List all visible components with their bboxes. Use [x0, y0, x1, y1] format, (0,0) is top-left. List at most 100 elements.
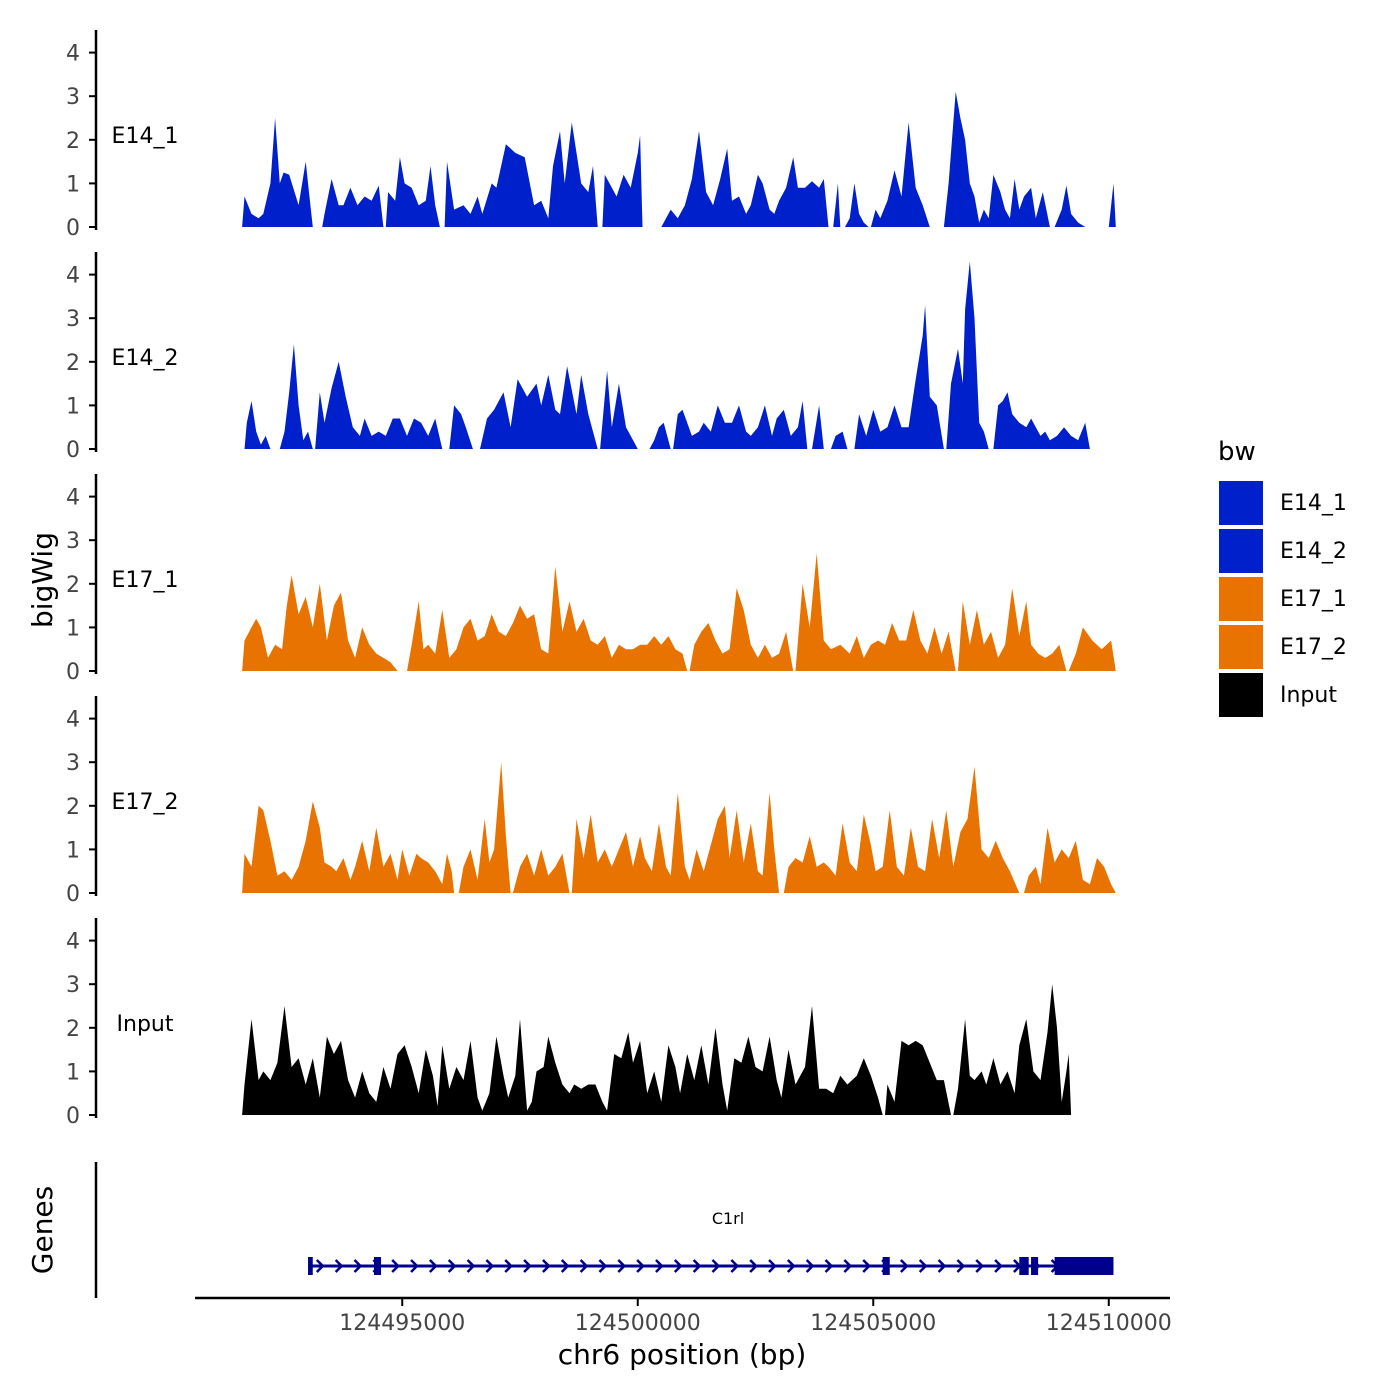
area-E17_1 [407, 566, 688, 671]
strand-arrow [542, 1259, 551, 1273]
area-E14_1 [1054, 185, 1086, 227]
track-Input: 0 1 2 3 4 Input [66, 918, 1072, 1129]
y-tick-label: 0 [66, 216, 80, 241]
area-Input [953, 984, 1072, 1115]
area-E14_1 [870, 122, 930, 227]
strand-arrow [862, 1259, 871, 1273]
y-tick-label: 2 [66, 795, 80, 820]
y-tick-label: 0 [66, 660, 80, 685]
strand-arrow [447, 1259, 457, 1273]
x-axis: 124495000 124500000 124505000 124510000 chr… [195, 1296, 1172, 1371]
legend-label: E14_2 [1280, 539, 1347, 564]
gene-exon [882, 1257, 890, 1275]
area-E17_2 [571, 792, 780, 893]
gene-exon [1054, 1257, 1114, 1275]
y-tick-label: 3 [66, 973, 80, 998]
strand-arrow [843, 1259, 853, 1273]
area-Input [242, 1006, 883, 1115]
strand-arrow [824, 1259, 834, 1273]
x-tick-label: 124505000 [810, 1311, 936, 1336]
area-E14_2 [600, 370, 638, 449]
track-label: E17_1 [112, 568, 179, 593]
strand-arrow [466, 1259, 476, 1273]
genes-label: Genes [26, 1186, 59, 1274]
legend-label: E14_1 [1280, 491, 1347, 516]
y-tick-label: 3 [66, 85, 80, 110]
area-E14_1 [943, 91, 1050, 227]
y-tick-label: 3 [66, 529, 80, 554]
area-E14_2 [854, 305, 944, 449]
y-tick-label: 4 [66, 930, 80, 955]
legend-label: Input [1280, 683, 1337, 708]
area-E17_1 [689, 588, 794, 671]
track-label: Input [117, 1012, 174, 1037]
area-E14_1 [1108, 183, 1116, 227]
y-tick-label: 0 [66, 1104, 80, 1129]
area-E17_2 [242, 801, 455, 893]
y-tick-label: 1 [66, 838, 80, 863]
y-tick-label: 3 [66, 307, 80, 332]
gene-exon [308, 1257, 313, 1275]
strand-arrow [636, 1259, 645, 1273]
area-E14_2 [812, 405, 824, 449]
gene-name-label: C1rl [712, 1209, 744, 1228]
y-tick-label: 1 [66, 1060, 80, 1085]
y-tick-label: 4 [66, 486, 80, 511]
y-tick-label: 4 [66, 264, 80, 289]
area-E14_2 [279, 344, 313, 449]
strand-arrow [994, 1259, 1003, 1273]
area-E14_1 [444, 122, 598, 227]
y-axis-label: bigWig [26, 532, 59, 628]
strand-arrow [579, 1259, 589, 1273]
area-Input [885, 1040, 951, 1115]
y-tick-label: 0 [66, 882, 80, 907]
strand-arrow [937, 1259, 947, 1273]
x-axis-label: chr6 position (bp) [558, 1338, 807, 1371]
area-E14_2 [993, 392, 1090, 449]
area-E14_1 [385, 157, 440, 227]
legend-swatch-E17_2 [1217, 623, 1265, 671]
y-tick-label: 1 [66, 172, 80, 197]
track-E14_2: 0 1 2 3 4 E14_2 [66, 252, 1090, 463]
y-tick-label: 2 [66, 351, 80, 376]
strand-arrow [560, 1259, 570, 1273]
strand-arrow [617, 1259, 627, 1273]
strand-arrow [786, 1259, 796, 1273]
track-E17_1: 0 1 2 3 4 E17_1 [66, 474, 1116, 685]
y-tick-label: 4 [66, 708, 80, 733]
strand-arrow [655, 1259, 664, 1273]
area-E17_2 [1024, 827, 1116, 893]
legend-entries: E14_1 E14_2 E17_1 E17_2 Input [1217, 479, 1347, 719]
track-label: E17_2 [112, 790, 179, 815]
area-E17_1 [242, 575, 398, 671]
track-label: E14_2 [112, 346, 179, 371]
legend-label: E17_1 [1280, 587, 1347, 612]
strand-arrow [391, 1259, 400, 1273]
strand-arrow [315, 1259, 325, 1273]
area-E14_2 [315, 361, 443, 449]
area-E17_2 [512, 849, 570, 893]
gene-model [308, 1257, 1114, 1275]
area-E14_2 [673, 401, 808, 449]
legend-swatch-Input [1217, 671, 1265, 719]
y-tick-label: 2 [66, 129, 80, 154]
area-E14_1 [322, 179, 384, 227]
strand-arrow [899, 1259, 909, 1273]
track-E17_2: 0 1 2 3 4 E17_2 [66, 696, 1116, 907]
strand-arrow [805, 1259, 815, 1273]
strand-arrow [956, 1259, 966, 1273]
y-tick-label: 0 [66, 438, 80, 463]
area-E14_1 [602, 135, 643, 227]
legend-swatch-E14_2 [1217, 527, 1265, 575]
area-E14_2 [449, 405, 473, 449]
legend: bw E14_1 E14_2 E17_1 E17_2 Input [1217, 437, 1347, 719]
area-E17_1 [795, 553, 956, 671]
area-E17_1 [1068, 627, 1116, 671]
area-E14_2 [244, 401, 271, 449]
y-tick-label: 3 [66, 751, 80, 776]
track-label: E14_1 [112, 124, 179, 149]
genes-panel: Genes C1rl [26, 1162, 1114, 1298]
strand-arrow [334, 1259, 344, 1273]
strand-arrow [410, 1259, 419, 1273]
